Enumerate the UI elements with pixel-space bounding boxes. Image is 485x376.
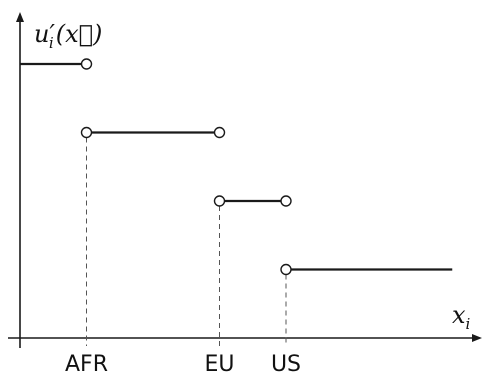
x-tick-label-us: US (271, 352, 301, 376)
y-axis-label-prime: ′ (49, 20, 55, 48)
step-segments (20, 62, 453, 271)
step-3-start-circle-icon (213, 195, 226, 207)
x-axis-arrow-icon (472, 334, 482, 342)
dashed-guides (86, 137, 287, 346)
y-axis-label-subscript: i (49, 34, 54, 52)
y-axis-arrow-icon (16, 12, 24, 22)
x-axis-label-subscript: i (466, 315, 471, 333)
step-4-start-circle-icon (280, 263, 292, 276)
step-2-end-circle-icon (213, 126, 226, 139)
step-3-end-circle-icon (280, 195, 292, 207)
x-tick-labels: AFR EU US (65, 352, 301, 376)
x-axis-label-main: x (452, 301, 466, 329)
y-axis-label-argument: (x⃗) (56, 20, 103, 48)
axes (8, 12, 482, 348)
step-2-start-circle-icon (80, 126, 93, 139)
y-axis-label: u′i(x⃗) (34, 20, 102, 52)
x-axis-label: xi (452, 301, 471, 333)
step-1-end-circle-icon (80, 58, 93, 70)
y-axis-label-main: u (34, 20, 49, 48)
x-tick-label-afr: AFR (65, 352, 108, 376)
open-circle-markers (80, 58, 292, 276)
x-tick-label-eu: EU (204, 352, 234, 376)
